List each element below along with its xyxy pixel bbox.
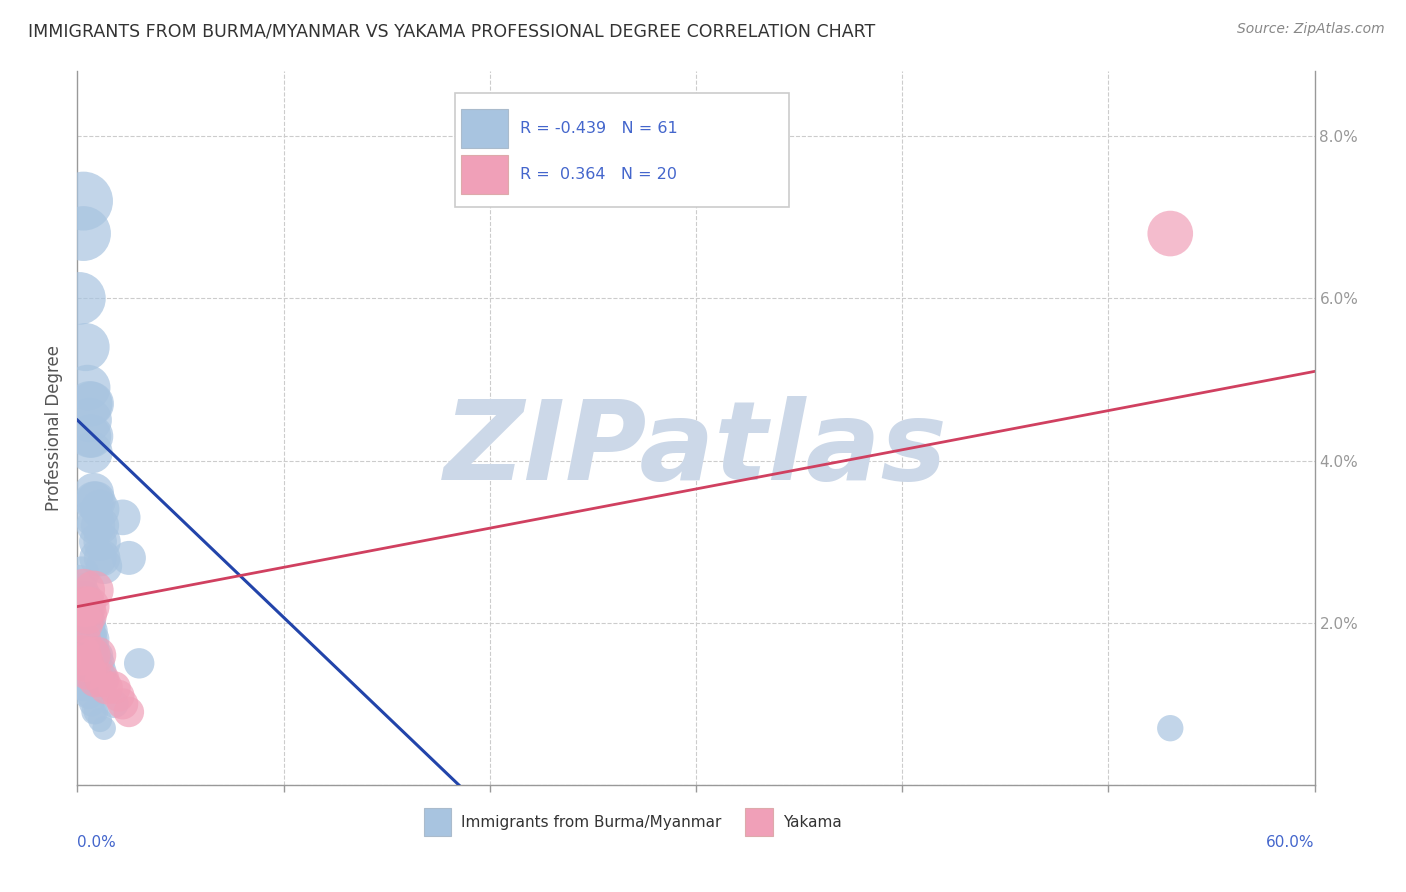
Point [79,624,101,638]
Point [80,648,103,663]
Point [80,632,103,646]
Point [84,657,107,671]
Point [83,510,105,524]
Point [75,681,97,695]
Point [93,673,115,687]
Point [70,567,93,582]
Point [79,429,101,443]
Point [87,550,110,565]
Point [72,583,94,598]
Point [67,632,90,646]
Point [76,607,98,622]
FancyBboxPatch shape [454,93,789,207]
Point [111,697,134,711]
Point [76,381,98,395]
Text: 0.0%: 0.0% [77,835,117,850]
Point [76,689,98,703]
Point [91,665,114,679]
Point [84,705,107,719]
Point [70,583,93,598]
Point [103,681,125,695]
Text: Yakama: Yakama [783,814,841,830]
Point [70,673,93,687]
Point [83,583,105,598]
Point [75,599,97,614]
Point [75,607,97,622]
Point [80,445,103,459]
Point [83,640,105,654]
Point [89,502,111,516]
Text: R =  0.364   N = 20: R = 0.364 N = 20 [520,168,678,182]
Point [83,705,105,719]
Point [87,534,110,549]
Point [83,494,105,508]
Point [118,705,141,719]
Text: ZIPatlas: ZIPatlas [444,396,948,503]
Point [87,648,110,663]
FancyBboxPatch shape [745,808,773,837]
Point [107,689,129,703]
Point [72,681,94,695]
Point [87,648,110,663]
Point [79,689,101,703]
Point [91,550,114,565]
Point [111,510,134,524]
Point [76,607,98,622]
Point [75,657,97,671]
Point [89,518,111,533]
Point [79,413,101,427]
Point [72,227,94,241]
Point [91,534,114,549]
Point [128,657,150,671]
Point [67,673,90,687]
Point [75,591,97,606]
Point [72,194,94,208]
Point [80,397,103,411]
Text: 60.0%: 60.0% [1267,835,1315,850]
Point [1159,721,1181,735]
Point [70,648,93,663]
Point [76,665,98,679]
Point [67,575,90,590]
Point [79,615,101,630]
Point [75,340,97,354]
Point [80,429,103,443]
Point [72,591,94,606]
Point [1159,227,1181,241]
Point [67,292,90,306]
Point [96,681,118,695]
Point [84,494,107,508]
Point [79,397,101,411]
FancyBboxPatch shape [423,808,451,837]
Point [72,615,94,630]
Text: Source: ZipAtlas.com: Source: ZipAtlas.com [1237,22,1385,37]
Point [93,721,115,735]
Point [80,697,103,711]
Text: IMMIGRANTS FROM BURMA/MYANMAR VS YAKAMA PROFESSIONAL DEGREE CORRELATION CHART: IMMIGRANTS FROM BURMA/MYANMAR VS YAKAMA … [28,22,876,40]
Point [84,648,107,663]
Point [72,599,94,614]
Point [91,673,114,687]
Point [76,599,98,614]
Text: R = -0.439   N = 61: R = -0.439 N = 61 [520,121,678,136]
Point [79,599,101,614]
Y-axis label: Professional Degree: Professional Degree [45,345,63,511]
FancyBboxPatch shape [461,155,508,194]
Point [89,713,111,727]
Point [93,559,115,574]
Point [118,550,141,565]
Point [84,518,107,533]
Point [76,615,98,630]
Point [89,657,111,671]
Text: Immigrants from Burma/Myanmar: Immigrants from Burma/Myanmar [461,814,721,830]
Point [80,624,103,638]
Point [83,486,105,500]
Point [83,632,105,646]
Point [103,697,125,711]
Point [84,673,107,687]
FancyBboxPatch shape [461,109,508,148]
